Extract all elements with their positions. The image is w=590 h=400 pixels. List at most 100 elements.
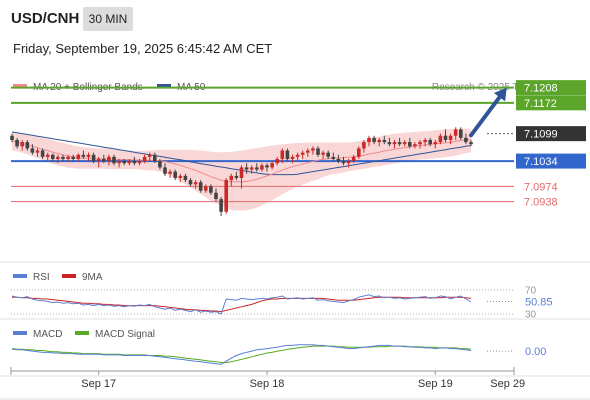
candle-body (163, 167, 167, 174)
candle-body (51, 154, 55, 159)
candle-body (377, 139, 381, 143)
macd-line (11, 344, 472, 365)
candle-body (285, 150, 290, 159)
candle-body (137, 161, 142, 164)
rsi-line (11, 294, 472, 315)
legend-swatch-macd (13, 331, 27, 335)
candle-body (234, 175, 239, 178)
candle-body (402, 142, 407, 145)
candle-body (392, 142, 397, 145)
timestamp: Friday, September 19, 2025 6:45:42 AM CE… (13, 41, 273, 56)
legend-label-rsi: RSI (33, 272, 50, 283)
candle-body (198, 182, 203, 191)
candle-body (183, 175, 188, 181)
candle-body (428, 139, 432, 145)
macd-zero-label: 0.00 (525, 346, 546, 358)
candle-body (112, 156, 116, 164)
candle-body (66, 156, 70, 159)
candle-body (321, 152, 325, 155)
candle-body (214, 192, 218, 200)
x-tick-label: Sep 19 (418, 378, 453, 390)
timeframe-badge[interactable]: 30 MIN (83, 7, 133, 31)
candle-body (448, 135, 453, 140)
candle-body (438, 135, 443, 143)
legend-label-macd-signal: MACD Signal (95, 329, 155, 340)
candle-body (40, 150, 45, 157)
candle-body (255, 167, 259, 170)
legend-label-9ma: 9MA (82, 272, 103, 283)
candle-body (127, 161, 132, 164)
candle-body (346, 161, 351, 164)
candle-body (142, 156, 147, 162)
legend-swatch-9ma (62, 274, 76, 278)
candle-body (418, 142, 422, 145)
candle-body (260, 165, 264, 170)
candle-body (204, 186, 208, 191)
candle-body (147, 154, 152, 157)
candle-body (107, 156, 111, 162)
candle-body (76, 154, 81, 159)
candle-body (275, 158, 279, 164)
candle-body (239, 167, 244, 178)
candle-body (341, 161, 346, 164)
candle-body (71, 156, 75, 159)
candle-body (244, 167, 249, 170)
candle-body (331, 156, 336, 159)
candle-body (336, 158, 341, 162)
candle-body (387, 142, 392, 145)
candle-body (270, 163, 274, 168)
candle-body (433, 142, 438, 145)
level-label: 7.0938 (524, 197, 558, 209)
legend-swatch-ma50 (157, 84, 171, 88)
projection-arrow-head (493, 87, 507, 102)
rsi-level-label: 30 (525, 310, 537, 321)
level-label: 7.1172 (524, 98, 557, 110)
candle-body (224, 180, 228, 212)
candle-body (326, 152, 330, 157)
candle-body (357, 148, 361, 157)
candle-body (290, 156, 295, 159)
candle-body (280, 150, 285, 159)
candle-body (25, 142, 30, 149)
rsi-level-label: 70 (525, 286, 537, 297)
candle-body (30, 148, 35, 153)
candle-body (459, 129, 463, 138)
candle-body (188, 180, 193, 185)
candle-body (382, 139, 387, 143)
candle-body (367, 137, 371, 143)
projection-arrow-shaft (469, 95, 502, 138)
candle-body (229, 175, 234, 181)
candle-body (173, 171, 177, 178)
current-price-label: 7.1099 (524, 129, 558, 141)
legend-swatch-rsi (13, 274, 27, 278)
candle-body (56, 156, 60, 159)
candle-body (372, 137, 376, 143)
candle-body (295, 154, 300, 157)
candle-body (249, 167, 254, 170)
candle-body (209, 186, 213, 193)
candle-body (408, 142, 412, 147)
candle-body (96, 158, 101, 162)
level-label-box (516, 153, 586, 169)
candle-body (20, 142, 24, 147)
candle-body (300, 152, 305, 155)
candle-body (453, 129, 458, 136)
candle-body (117, 161, 121, 164)
level-label-box (516, 80, 586, 96)
candle-body (61, 156, 65, 159)
candle-body (81, 154, 86, 157)
candle-body (178, 175, 183, 178)
candle-body (153, 154, 157, 162)
candle-body (397, 142, 402, 145)
candle-body (311, 148, 315, 151)
level-label: 7.0974 (524, 181, 558, 193)
candle-body (469, 142, 473, 145)
candle-body (306, 150, 310, 153)
rsi-ma9-line (12, 296, 472, 313)
rsi-current-label: 50.85 (525, 296, 553, 308)
candle-body (413, 144, 417, 147)
legend-swatch-macd-signal (75, 331, 89, 335)
level-label: 7.1208 (524, 83, 558, 95)
